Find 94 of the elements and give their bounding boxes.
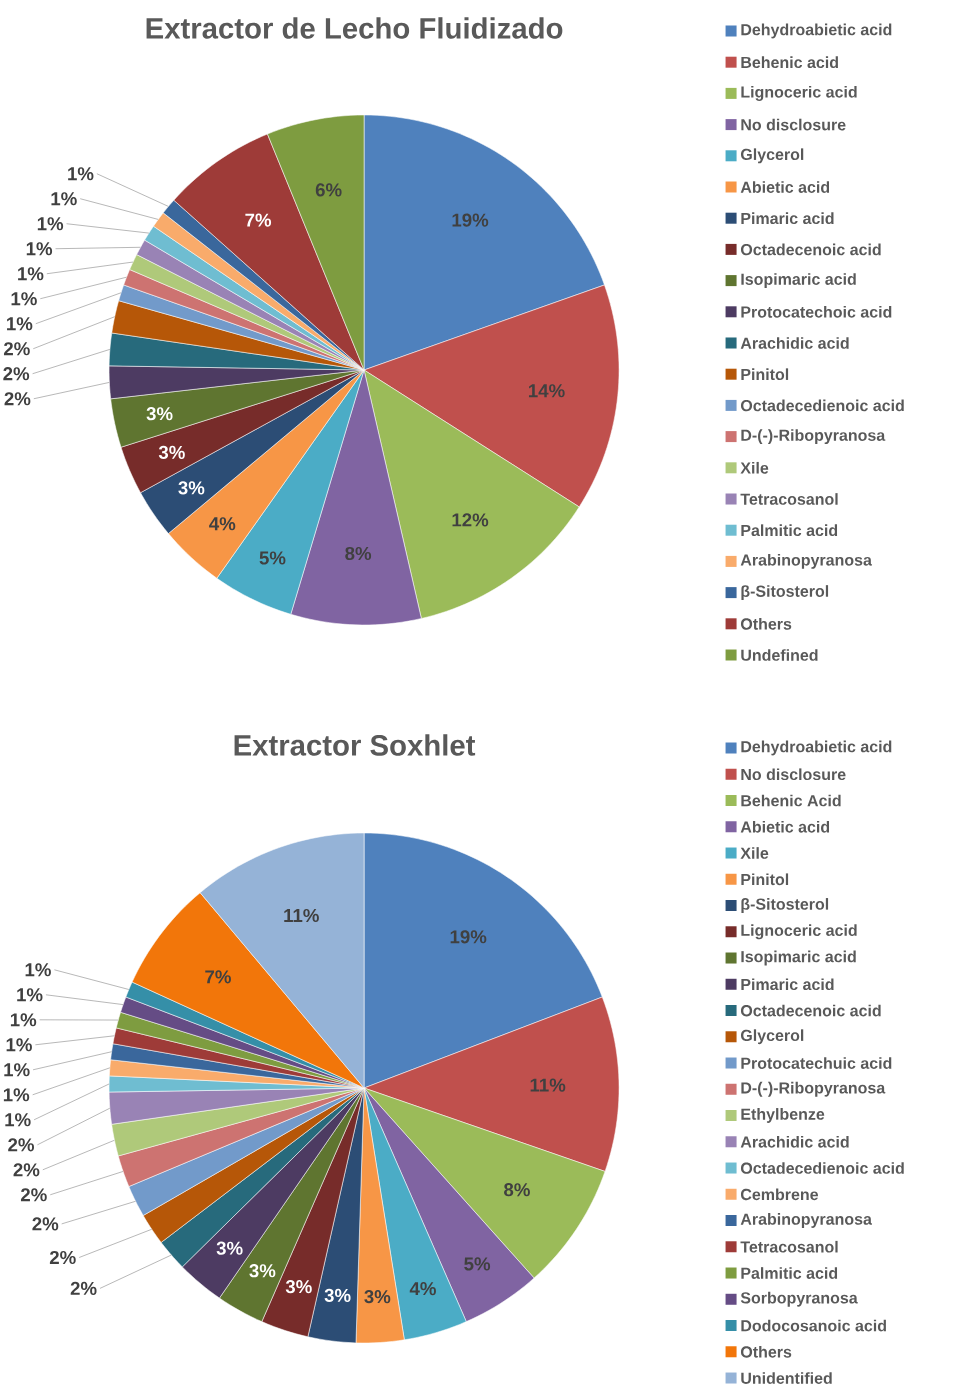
legend-label: Unidentified — [741, 1372, 832, 1384]
legend-label: Octadecenoic acid — [740, 243, 881, 256]
data-label: 6% — [315, 183, 342, 197]
data-label: 14% — [528, 384, 565, 398]
legend-label: Dehydroabietic acid — [741, 740, 892, 756]
data-label: 2% — [3, 342, 30, 356]
data-label: 1% — [37, 217, 64, 231]
data-label: 2% — [4, 392, 31, 406]
data-label: 1% — [7, 317, 33, 331]
data-label: 8% — [345, 546, 372, 561]
legend-label: Glycerol — [740, 148, 804, 164]
legend-label: Abietic acid — [740, 181, 830, 193]
legend-label: Arabinopyranosa — [740, 1213, 872, 1228]
data-label: 1% — [18, 267, 44, 281]
data-label: 2% — [32, 1217, 59, 1231]
legend-label: Pimaric acid — [741, 978, 834, 991]
chart-title: Extractor Soxhlet — [234, 734, 476, 756]
data-label: 5% — [464, 1257, 491, 1271]
data-label: 1% — [68, 167, 94, 181]
data-label: 2% — [3, 367, 30, 381]
legend-label: Ethylbenze — [741, 1108, 825, 1123]
data-label: 1% — [25, 963, 51, 977]
legend-label: Xile — [740, 461, 769, 474]
legend-label: Pimaric acid — [741, 212, 834, 225]
legend-label: Protocatechoic acid — [741, 305, 892, 318]
legend-label: Behenic Acid — [741, 794, 841, 807]
legend-label: Tetracosanol — [740, 493, 838, 505]
legend-label: Others — [740, 1345, 792, 1358]
legend-label: Octadecedienoic acid — [740, 1162, 904, 1174]
legend-label: Dodocosanoic acid — [741, 1319, 886, 1332]
legend-label: No disclosure — [741, 768, 846, 781]
data-label: 11% — [530, 1078, 566, 1092]
legend-label: D-(-)-Ribopyranosa — [741, 1081, 886, 1097]
legend-label: Arabinopyranosa — [740, 553, 872, 569]
data-label: 4% — [209, 517, 236, 531]
legend-label: Tetracosanol — [740, 1240, 838, 1253]
legend-label: Palmitic acid — [741, 524, 838, 537]
data-label: 12% — [452, 513, 489, 527]
data-label: 7% — [205, 970, 231, 984]
data-label: 1% — [51, 192, 77, 206]
legend-label: Arachidic acid — [740, 337, 849, 349]
legend-label: Pinitol — [741, 368, 789, 381]
data-label: 3% — [324, 1288, 351, 1303]
legend-label: No disclosure — [741, 118, 846, 131]
data-label: 3% — [285, 1280, 312, 1294]
data-label: 2% — [13, 1163, 40, 1177]
chart-title: Extractor de Lecho Fluidizado — [146, 17, 563, 39]
data-label: 1% — [6, 1038, 32, 1052]
data-label: 19% — [450, 930, 487, 944]
legend-label: Sorbopyranosa — [740, 1291, 858, 1307]
legend-label: Others — [740, 617, 792, 630]
legend-label: Protocatechuic acid — [741, 1057, 892, 1069]
legend-label: Lignoceric acid — [741, 85, 857, 101]
data-label: 1% — [17, 988, 43, 1002]
data-label: 3% — [158, 445, 185, 459]
data-label: 1% — [11, 292, 37, 306]
legend-label: Pinitol — [741, 873, 789, 886]
legend-label: Dehydroabietic acid — [741, 23, 892, 39]
data-label: 1% — [10, 1013, 37, 1027]
data-label: 4% — [409, 1282, 436, 1296]
data-label: 19% — [452, 213, 489, 227]
data-label: 1% — [4, 1063, 30, 1077]
legend-label: Arachidic acid — [740, 1135, 849, 1148]
legend-label: Isopimaric acid — [741, 950, 856, 966]
legend-label: Xile — [740, 847, 769, 859]
data-label: 3% — [364, 1290, 391, 1304]
legend-label: β-Sitosterol — [741, 898, 829, 913]
data-label: 1% — [26, 242, 53, 256]
legend-label: Lignoceric acid — [741, 924, 857, 940]
legend-label: Cembrene — [740, 1188, 818, 1201]
data-label: 5% — [259, 551, 286, 565]
data-label: 2% — [8, 1138, 34, 1152]
legend-label: Behenic acid — [741, 56, 838, 69]
data-label: 3% — [178, 481, 205, 495]
data-label: 3% — [146, 407, 173, 421]
legend-label: Palmitic acid — [741, 1267, 838, 1279]
data-label: 1% — [5, 1113, 31, 1127]
data-label: 3% — [216, 1241, 243, 1255]
legend-label: Glycerol — [740, 1029, 804, 1045]
legend-label: Isopimaric acid — [741, 273, 856, 289]
data-label: 8% — [504, 1183, 530, 1197]
data-label: 2% — [70, 1281, 97, 1295]
data-label: 11% — [284, 908, 319, 923]
data-label: 2% — [49, 1250, 76, 1265]
data-label: 7% — [245, 213, 272, 227]
legend-label: Octadecenoic acid — [740, 1004, 881, 1017]
legend-label: Abietic acid — [740, 820, 830, 833]
data-label: 3% — [249, 1264, 276, 1278]
data-label: 1% — [3, 1088, 30, 1102]
legend-label: D-(-)-Ribopyranosa — [741, 429, 886, 445]
legend-label: Octadecedienoic acid — [740, 399, 904, 412]
legend-label: Undefined — [741, 649, 818, 661]
data-label: 2% — [20, 1188, 47, 1202]
legend-label: β-Sitosterol — [741, 585, 829, 601]
